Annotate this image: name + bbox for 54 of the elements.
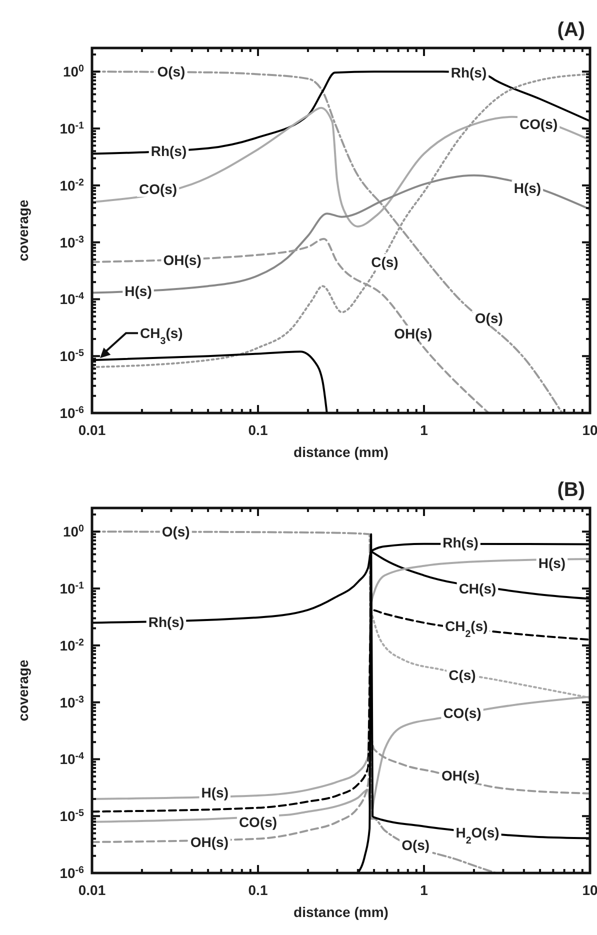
- y-tick-label: 10$^{-4}$: [60, 750, 85, 768]
- y-tick-label: 10$^{-5}$: [60, 348, 85, 364]
- x-tick-label: 0.01: [78, 422, 106, 438]
- annotation: H(s): [201, 784, 229, 800]
- y-tick-label: 10$^{0}$: [62, 63, 85, 80]
- annotation: O(s): [402, 837, 430, 854]
- x-tick-label: 0.1: [248, 422, 268, 438]
- y-tick-label: 10$^{-5}$: [60, 808, 85, 824]
- y-tick-label: 10$^{-2}$: [60, 636, 85, 654]
- annotation: Rh(s): [450, 64, 487, 80]
- annotation: O(s): [157, 64, 186, 80]
- series-label: CH$_{3}$(s): [140, 325, 183, 347]
- x-tick-label: 0.01: [78, 882, 106, 898]
- annotation: CO(s): [238, 814, 278, 830]
- x-tick-label: 0.1: [248, 882, 268, 898]
- annotation: CH$_{2}$(s): [444, 618, 488, 640]
- annotation: CH(s): [458, 580, 496, 597]
- annotation: C(s): [448, 667, 476, 684]
- y-tick-label: 10$^{-3}$: [60, 694, 85, 710]
- y-tick-label: 10$^{-3}$: [60, 234, 85, 250]
- y-tick-label: 10$^{-4}$: [60, 290, 85, 308]
- annotation: Rh(s): [150, 143, 187, 160]
- x-axis-title: distance (mm): [294, 444, 388, 460]
- annotation: H(s): [124, 282, 152, 299]
- annotation: H(s): [538, 555, 566, 572]
- y-tick-label: 10$^{-1}$: [60, 580, 85, 597]
- y-tick-label: 10$^{-2}$: [60, 176, 85, 194]
- annotation: O(s): [474, 310, 503, 326]
- annotation: H(s): [514, 180, 542, 196]
- annotation: H$_{2}$O(s): [456, 824, 500, 846]
- y-axis-title: coverage: [15, 200, 31, 262]
- chart-title: (A): [557, 19, 585, 41]
- chart-title: (B): [557, 479, 585, 501]
- x-tick-label: 10: [582, 882, 597, 898]
- y-tick-label: 10$^{-6}$: [60, 864, 85, 881]
- annotation: OH(s): [163, 252, 202, 268]
- annotation: Rh(s): [442, 534, 478, 551]
- annotation: OH(s): [441, 767, 480, 784]
- annotation: CO(s): [443, 704, 482, 721]
- y-tick-label: 10$^{-6}$: [60, 404, 85, 421]
- annotation: OH(s): [394, 325, 432, 342]
- annotation: OH(s): [190, 834, 229, 850]
- annotation: Rh(s): [148, 614, 184, 630]
- x-tick-label: 10: [582, 422, 597, 438]
- annotation: O(s): [162, 524, 190, 540]
- x-axis-title: distance (mm): [294, 904, 388, 920]
- annotation: C(s): [371, 254, 398, 270]
- x-tick-label: 1: [420, 422, 428, 438]
- annotation: CO(s): [520, 116, 558, 132]
- x-tick-label: 1: [420, 882, 428, 898]
- y-tick-label: 10$^{-1}$: [60, 120, 85, 137]
- y-axis-title: coverage: [15, 660, 31, 722]
- annotation: CO(s): [138, 180, 178, 197]
- y-tick-label: 10$^{0}$: [62, 523, 85, 540]
